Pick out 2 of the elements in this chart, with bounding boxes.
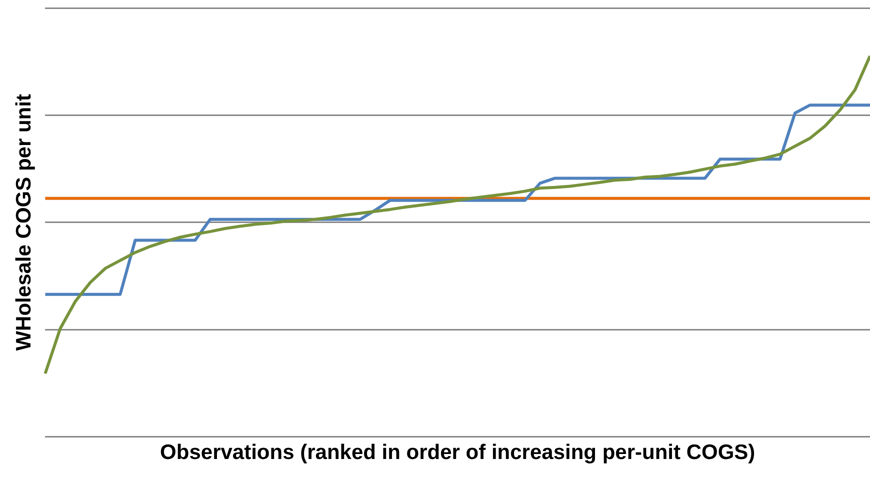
x-axis-title: Observations (ranked in order of increasing per-unit COGS)	[160, 441, 756, 464]
y-axis-title: WHolesale COGS per unit	[12, 94, 36, 351]
